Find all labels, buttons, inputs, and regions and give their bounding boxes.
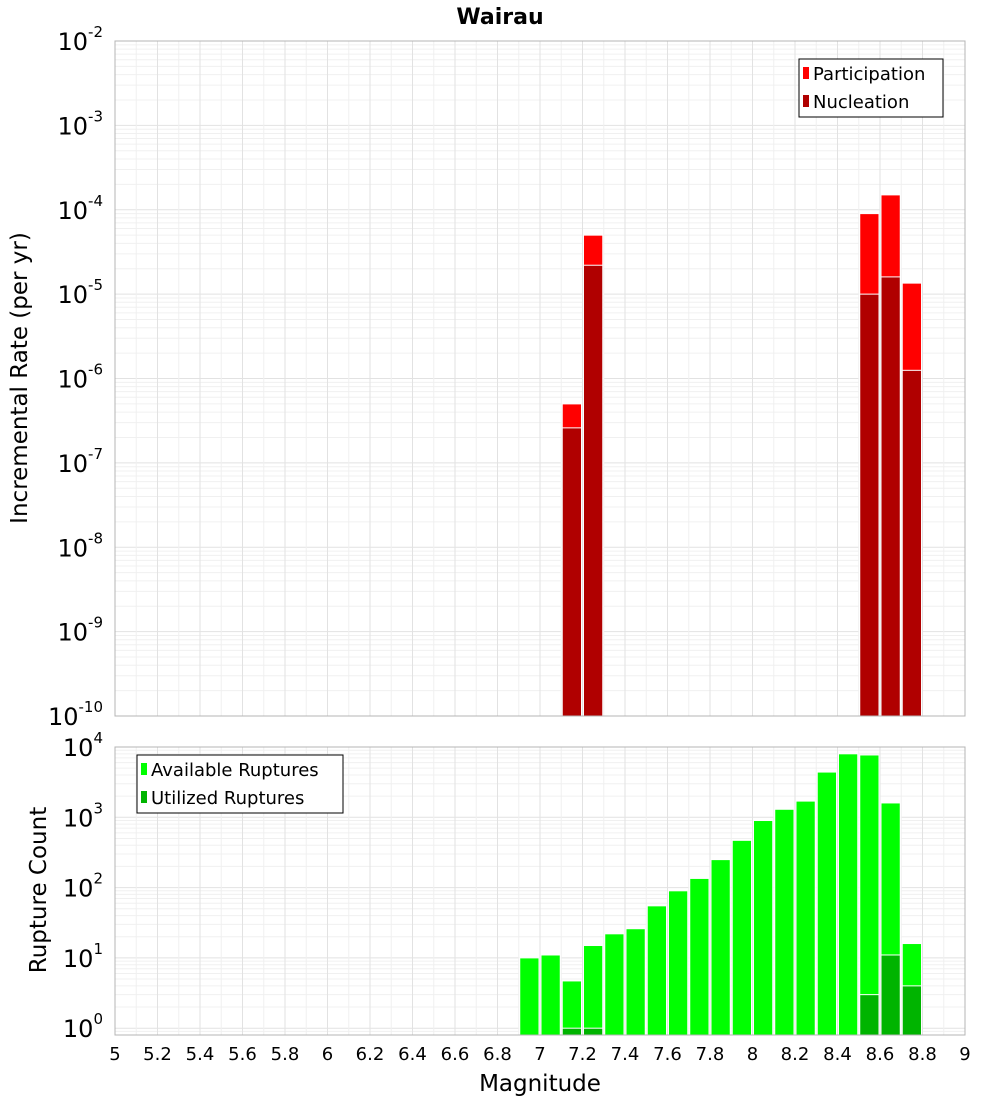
x-tick-label: 5.2 <box>143 1044 172 1065</box>
bar-available-ruptures <box>583 945 604 1036</box>
legend-swatch <box>803 95 809 107</box>
bar-available-ruptures <box>646 905 667 1036</box>
x-tick-label: 7.8 <box>696 1044 725 1065</box>
x-tick-label: 5.4 <box>186 1044 215 1065</box>
legend: Participation Nucleation <box>798 58 944 118</box>
bar-available-ruptures <box>710 859 731 1036</box>
bar-available-ruptures <box>519 957 540 1036</box>
legend-swatch <box>803 67 809 79</box>
bar-available-ruptures <box>604 933 625 1036</box>
bar-available-ruptures <box>561 980 582 1036</box>
bar-available-ruptures <box>731 839 752 1036</box>
y-tick-label: 10-4 <box>57 192 103 225</box>
x-tick-label: 6.8 <box>483 1044 512 1065</box>
x-tick-label: 8.6 <box>866 1044 895 1065</box>
x-tick-label: 9 <box>959 1044 970 1065</box>
y-tick-label: 100 <box>63 1010 103 1043</box>
y-tick-label: 10-5 <box>57 276 103 309</box>
y-tick-label: 10-6 <box>57 361 103 394</box>
x-tick-label: 8.4 <box>823 1044 852 1065</box>
x-tick-label: 7.2 <box>568 1044 597 1065</box>
y-tick-label: 101 <box>63 940 103 973</box>
bar-available-ruptures <box>668 890 689 1036</box>
legend-box <box>136 754 344 814</box>
plot-border <box>114 40 966 717</box>
x-axis-label: Magnitude <box>479 1071 601 1097</box>
bar-nucleation <box>561 427 582 717</box>
legend-swatch <box>141 791 147 803</box>
legend-swatch <box>141 763 147 775</box>
bar-available-ruptures <box>689 877 710 1036</box>
bar-utilized-ruptures <box>901 985 922 1036</box>
y-tick-label: 10-9 <box>57 614 103 647</box>
x-tick-label: 5.8 <box>271 1044 300 1065</box>
legend-label: Nucleation <box>813 92 909 113</box>
bar-available-ruptures <box>625 928 646 1036</box>
bar-available-ruptures <box>540 954 561 1036</box>
bar-nucleation <box>880 276 901 717</box>
legend: Available Ruptures Utilized Ruptures <box>136 754 344 814</box>
x-tick-label: 7 <box>534 1044 545 1065</box>
bar-nucleation <box>583 264 604 717</box>
count-y-axis-label: Rupture Count <box>26 807 52 973</box>
x-tick-label: 5 <box>109 1044 120 1065</box>
bar-available-ruptures <box>795 800 816 1036</box>
y-tick-label: 10-2 <box>57 23 103 56</box>
legend-box <box>798 58 944 118</box>
x-tick-label: 8.2 <box>781 1044 810 1065</box>
rate-panel: 10-10 10-9 10-8 10-7 10-6 10-5 10-4 10-3 10-2 Par… <box>48 23 966 731</box>
x-tick-label: 6 <box>322 1044 333 1065</box>
bar-available-ruptures <box>774 808 795 1036</box>
y-tick-label: 10-8 <box>57 529 103 562</box>
y-tick-label: 104 <box>63 729 103 762</box>
rupture-count-panel: 100 101 102 103 104 5 5.2 5.4 5.6 5.8 6 6.2 6.4 6.6 6.… <box>63 729 971 1065</box>
bar-available-ruptures <box>816 771 837 1036</box>
bar-available-ruptures <box>859 754 880 1036</box>
legend-label: Utilized Ruptures <box>151 788 304 809</box>
x-tick-label: 6.2 <box>356 1044 385 1065</box>
bar-nucleation <box>901 369 922 717</box>
rate-y-axis-label: Incremental Rate (per yr) <box>7 232 33 524</box>
bar-utilized-ruptures <box>880 954 901 1036</box>
y-tick-label: 10-3 <box>57 107 103 140</box>
x-tick-label: 7.4 <box>611 1044 640 1065</box>
bar-available-ruptures <box>753 820 774 1036</box>
bar-utilized-ruptures <box>583 1027 604 1036</box>
x-tick-label: 8.8 <box>908 1044 937 1065</box>
x-tick-label: 6.4 <box>398 1044 427 1065</box>
bar-nucleation <box>859 293 880 717</box>
legend-label: Participation <box>813 64 925 85</box>
bar-utilized-ruptures <box>859 994 880 1036</box>
chart-title: Wairau <box>456 5 543 30</box>
x-tick-label: 7.6 <box>653 1044 682 1065</box>
y-tick-label: 103 <box>63 799 103 832</box>
x-tick-label: 6.6 <box>441 1044 470 1065</box>
y-tick-label: 102 <box>63 870 103 903</box>
x-tick-label: 8 <box>747 1044 758 1065</box>
bar-utilized-ruptures <box>561 1027 582 1036</box>
y-tick-label: 10-10 <box>48 698 103 731</box>
plot-border <box>114 746 966 1036</box>
legend-label: Available Ruptures <box>151 760 319 781</box>
bar-available-ruptures <box>838 753 859 1036</box>
x-tick-label: 5.6 <box>228 1044 257 1065</box>
y-tick-label: 10-7 <box>57 445 103 478</box>
